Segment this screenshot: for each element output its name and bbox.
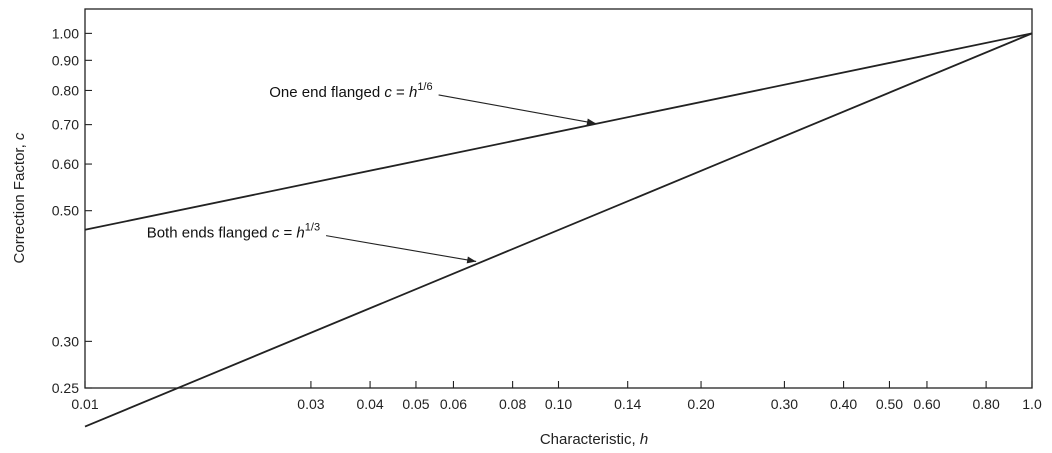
x-tick-label: 0.80 [972,396,999,412]
annotation-one-end: One end flanged c = h1/6 [269,81,432,101]
series-line-one-end [84,32,1033,231]
y-tick-label: 0.90 [52,52,79,68]
x-tick-label: 0.10 [545,396,572,412]
arrow-head-icon [586,118,596,126]
x-tick-label: 0.20 [687,396,714,412]
plot-frame [84,8,1033,389]
annotation-leader-both-ends [325,235,477,262]
series-line-both-ends [84,32,1033,428]
x-tick-label: 0.50 [876,396,903,412]
x-tick-label: 1.0 [1022,396,1042,412]
y-tick-label: 0.70 [52,117,79,133]
annotations: One end flanged c = h1/6 Both ends flange… [147,81,597,264]
annotation-both-ends: Both ends flanged c = h1/3 [147,222,320,242]
x-tick-label: 0.04 [356,396,383,412]
x-tick-label: 0.06 [440,396,467,412]
x-tick-label: 0.30 [771,396,798,412]
y-tick-label: 0.80 [52,82,79,98]
x-tick-label: 0.05 [402,396,429,412]
y-tick-label: 0.50 [52,203,79,219]
annotation-leader-one-end [438,94,597,125]
x-tick-label: 0.08 [499,396,526,412]
y-tick-label: 0.60 [52,156,79,172]
y-tick-label: 1.00 [52,25,79,41]
series-lines [84,32,1033,428]
x-tick-label: 0.03 [297,396,324,412]
arrow-head-icon [466,256,477,264]
x-tick-label: 0.14 [614,396,641,412]
axes: 0.01 0.03 0.04 0.05 0.06 0.08 0.10 0.14 0.20 0.30… [52,8,1042,412]
x-axis-label: Characteristic, h [540,431,648,448]
x-tick-label: 0.60 [913,396,940,412]
y-tick-label: 0.30 [52,333,79,349]
x-tick-label: 0.01 [71,396,98,412]
y-axis-label: Correction Factor, c [11,132,28,263]
x-tick-label: 0.40 [830,396,857,412]
y-tick-label: 0.25 [52,380,79,396]
